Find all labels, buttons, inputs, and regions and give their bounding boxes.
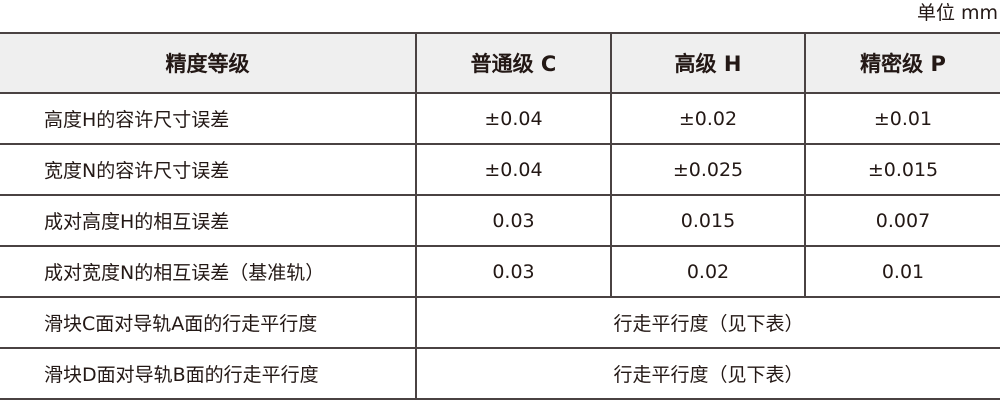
unit-label: 单位 mm xyxy=(916,2,998,24)
cell-value: 0.007 xyxy=(804,194,1000,247)
cell-value: ±0.01 xyxy=(804,92,1000,145)
cell-value: ±0.04 xyxy=(415,92,611,145)
cell-value: ±0.025 xyxy=(610,143,805,196)
table-row: 宽度N的容许尺寸误差 ±0.04 ±0.025 ±0.015 xyxy=(0,143,1000,196)
table-header-row: 精度等级 普通级 C 高级 H 精密级 P xyxy=(0,32,1000,94)
row-label: 成对宽度N的相互误差（基准轨） xyxy=(0,245,416,298)
table-row: 高度H的容许尺寸误差 ±0.04 ±0.02 ±0.01 xyxy=(0,92,1000,145)
cell-value: ±0.015 xyxy=(804,143,1000,196)
row-label: 滑块C面对导轨A面的行走平行度 xyxy=(0,296,416,349)
cell-value: 0.02 xyxy=(610,245,805,298)
cell-value: ±0.02 xyxy=(610,92,805,145)
cell-value: 0.03 xyxy=(415,245,611,298)
merged-cell-value: 行走平行度（见下表） xyxy=(415,347,1000,400)
table-row-merged: 滑块C面对导轨A面的行走平行度 行走平行度（见下表） xyxy=(0,296,1000,349)
row-label: 高度H的容许尺寸误差 xyxy=(0,92,416,145)
header-normal-c: 普通级 C xyxy=(415,32,611,94)
precision-grade-table: 精度等级 普通级 C 高级 H 精密级 P 高度H的容许尺寸误差 ±0.04 ±… xyxy=(0,32,1000,400)
row-label: 宽度N的容许尺寸误差 xyxy=(0,143,416,196)
cell-value: 0.01 xyxy=(804,245,1000,298)
row-label: 成对高度H的相互误差 xyxy=(0,194,416,247)
header-precision-p: 精密级 P xyxy=(804,32,1000,94)
merged-cell-value: 行走平行度（见下表） xyxy=(415,296,1000,349)
cell-value: ±0.04 xyxy=(415,143,611,196)
cell-value: 0.015 xyxy=(610,194,805,247)
header-high-h: 高级 H xyxy=(610,32,805,94)
table-row-merged: 滑块D面对导轨B面的行走平行度 行走平行度（见下表） xyxy=(0,347,1000,400)
table-row: 成对高度H的相互误差 0.03 0.015 0.007 xyxy=(0,194,1000,247)
header-precision-grade: 精度等级 xyxy=(0,32,416,94)
row-label: 滑块D面对导轨B面的行走平行度 xyxy=(0,347,416,400)
cell-value: 0.03 xyxy=(415,194,611,247)
table-row: 成对宽度N的相互误差（基准轨） 0.03 0.02 0.01 xyxy=(0,245,1000,298)
